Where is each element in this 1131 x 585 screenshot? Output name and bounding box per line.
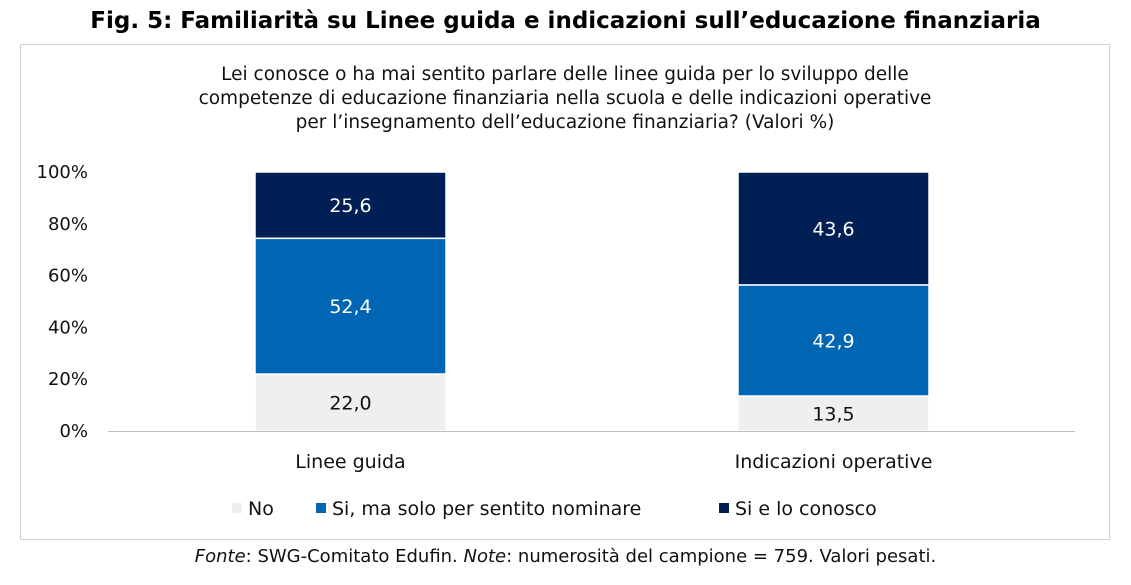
figure-title: Fig. 5: Familiarità su Linee guida e ind…	[90, 8, 1041, 34]
data-label: 52,4	[329, 296, 371, 318]
legend-swatch	[719, 503, 729, 513]
y-tick-label: 60%	[48, 266, 88, 287]
chart-frame	[20, 44, 1110, 540]
y-tick-label: 20%	[48, 369, 88, 390]
bar-segment	[737, 171, 930, 286]
note-text: : numerosità del campione = 759. Valori …	[506, 546, 937, 567]
x-tick-label: Indicazioni operative	[735, 451, 933, 473]
source-note: Fonte: SWG-Comitato Edufin. Note: numero…	[0, 546, 1131, 567]
fonte-label: Fonte	[194, 546, 246, 567]
data-label: 13,5	[812, 404, 854, 426]
note-label: Note	[463, 546, 507, 567]
chart-subtitle: Lei conosce o ha mai sentito parlare del…	[20, 63, 1110, 135]
legend-label: No	[248, 498, 274, 520]
y-tick-label: 80%	[48, 214, 88, 235]
data-label: 42,9	[812, 330, 854, 352]
subtitle-line: per l’insegnamento dell’educazione finan…	[295, 112, 835, 133]
data-label: 43,6	[812, 218, 854, 240]
legend-swatch	[316, 503, 326, 513]
x-tick-label: Linee guida	[295, 451, 405, 473]
subtitle-line: Lei conosce o ha mai sentito parlare del…	[221, 64, 909, 85]
legend-label: Si, ma solo per sentito nominare	[332, 498, 641, 520]
y-tick-label: 100%	[37, 162, 88, 183]
fonte-text: : SWG-Comitato Edufin.	[245, 546, 464, 567]
legend-swatch	[232, 503, 242, 513]
y-tick-label: 0%	[59, 421, 88, 442]
y-tick-label: 40%	[48, 317, 88, 338]
bar-segment	[254, 171, 447, 240]
data-label: 22,0	[329, 393, 371, 415]
data-label: 25,6	[329, 195, 371, 217]
subtitle-line: competenze di educazione finanziaria nel…	[198, 88, 932, 109]
legend-label: Si e lo conosco	[735, 498, 877, 520]
